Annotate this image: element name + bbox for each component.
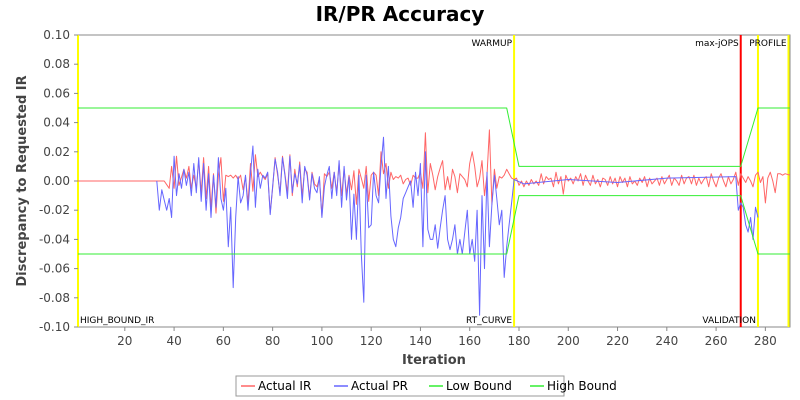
phase-markers [77, 35, 790, 327]
x-axis-label: Iteration [402, 353, 466, 368]
x-tick-label-13: 280 [754, 334, 777, 348]
marker-label-3: HIGH_BOUND_IR [80, 316, 154, 326]
phase-marker-labels: WARMUP max-jOPS PROFILE HIGH_BOUND_IR RT_CUR… [80, 39, 787, 326]
legend-label-1: Actual PR [351, 379, 408, 393]
marker-label-5: VALIDATION [702, 316, 756, 326]
marker-label-0: WARMUP [471, 39, 512, 49]
series-line-2 [78, 195, 790, 255]
y-axis: -0.10 -0.08 -0.06 -0.04 -0.02 0.00 0.02 0.04 0.0… [39, 28, 78, 334]
chart-title: IR/PR Accuracy [316, 2, 485, 26]
x-tick-label-8: 180 [508, 334, 531, 348]
x-tick-label-0: 20 [117, 334, 132, 348]
y-tick-label-6: 0.02 [43, 145, 70, 159]
y-tick-label-4: -0.02 [39, 203, 70, 217]
y-tick-label-8: 0.06 [43, 86, 70, 100]
y-tick-label-7: 0.04 [43, 116, 70, 130]
y-tick-label-10: 0.10 [43, 28, 70, 42]
x-tick-label-7: 160 [458, 334, 481, 348]
y-tick-label-2: -0.06 [39, 262, 70, 276]
series-line-1 [156, 136, 759, 316]
legend: Actual IR Actual PR Low Bound High Bound [235, 375, 617, 397]
y-tick-label-3: -0.04 [39, 232, 70, 246]
x-tick-label-2: 60 [216, 334, 231, 348]
series-lines [78, 107, 791, 316]
x-tick-label-3: 80 [265, 334, 280, 348]
x-tick-label-1: 40 [166, 334, 181, 348]
x-tick-label-10: 220 [606, 334, 629, 348]
y-tick-label-9: 0.08 [43, 57, 70, 71]
y-tick-label-1: -0.08 [39, 291, 70, 305]
marker-label-4: RT_CURVE [466, 316, 512, 326]
x-axis: 20 40 60 80 100 120 140 160 180 200 220 240 260 280 [117, 327, 777, 348]
legend-label-2: Low Bound [446, 379, 512, 393]
y-axis-label: Discrepancy to Requested IR [15, 75, 30, 286]
marker-label-1: max-jOPS [695, 39, 739, 49]
x-tick-label-12: 260 [705, 334, 728, 348]
legend-label-3: High Bound [547, 379, 617, 393]
legend-label-0: Actual IR [258, 379, 311, 393]
x-tick-label-6: 140 [409, 334, 432, 348]
x-tick-label-5: 120 [360, 334, 383, 348]
series-line-3 [78, 107, 790, 167]
marker-label-2: PROFILE [749, 39, 787, 49]
x-tick-label-9: 200 [557, 334, 580, 348]
y-tick-label-0: -0.10 [39, 320, 70, 334]
y-tick-label-5: 0.00 [43, 174, 70, 188]
legend-box [235, 375, 565, 397]
x-tick-label-4: 100 [310, 334, 333, 348]
x-tick-label-11: 240 [655, 334, 678, 348]
